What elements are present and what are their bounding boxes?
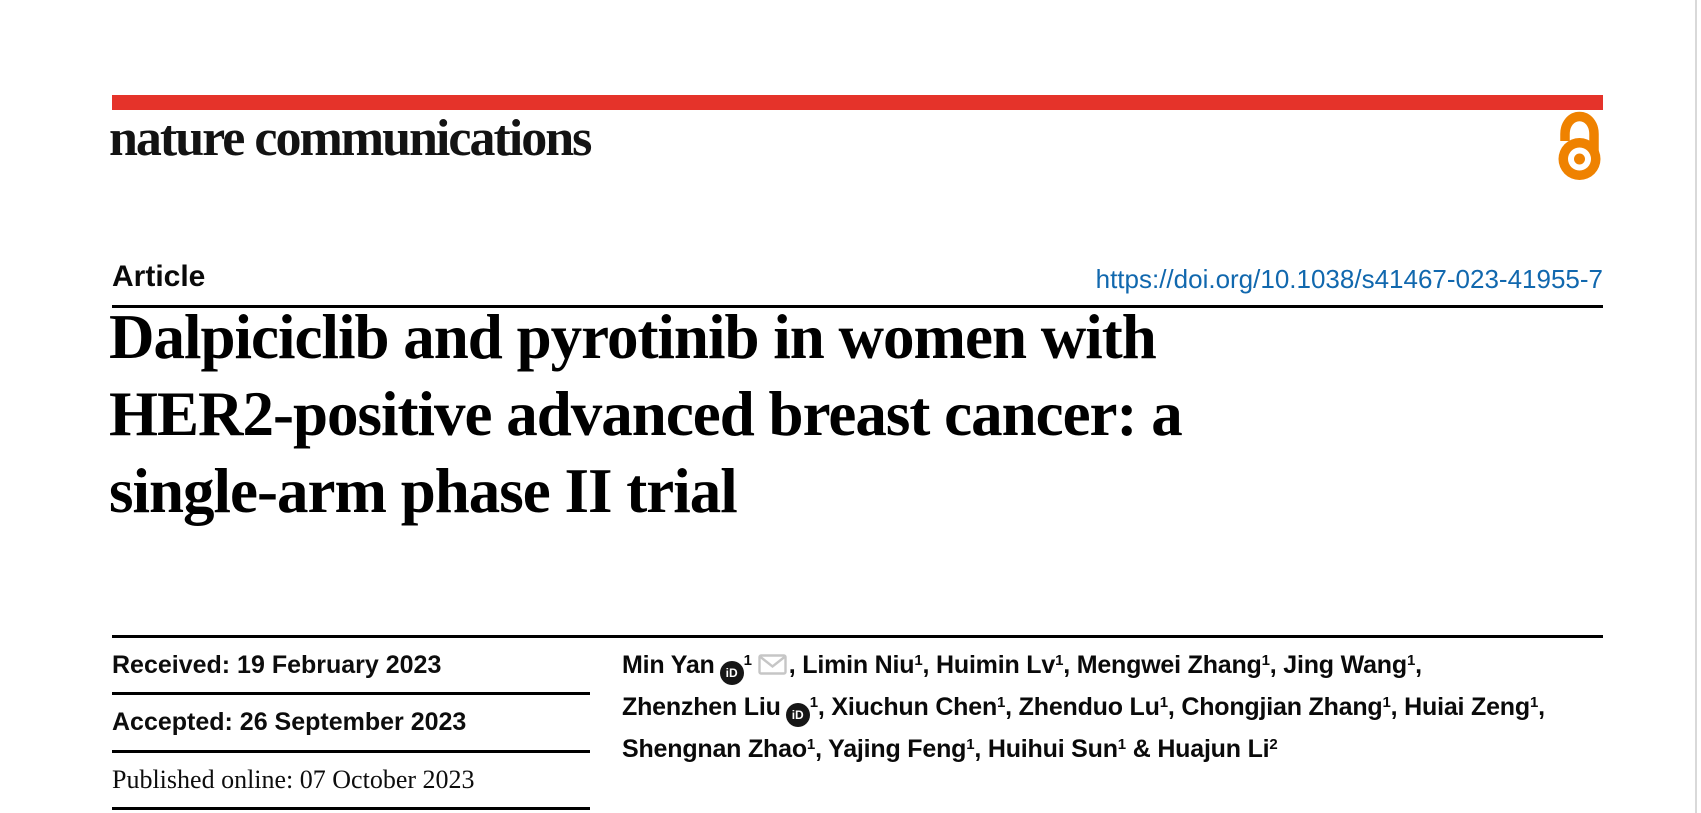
date-row: Accepted: 26 September 2023 (112, 695, 590, 753)
author-name: Zhenzhen Liu (622, 693, 781, 721)
author-name: Mengwei Zhang (1076, 651, 1262, 679)
author-name: Shengnan Zhao (622, 735, 807, 763)
author-line: Min Yan iD1, Limin Niu1, Huimin Lv1, Meng… (622, 646, 1622, 688)
author-name: Limin Niu (802, 651, 915, 679)
author-affiliation-sup: 1 (1382, 693, 1391, 711)
page-edge-line (1695, 0, 1697, 813)
author-name: Huihui Sun (987, 735, 1118, 763)
author-affiliation-sup: 1 (1529, 693, 1539, 711)
author-list: Min Yan iD1, Limin Niu1, Huimin Lv1, Meng… (622, 646, 1622, 772)
doi-link[interactable]: https://doi.org/10.1038/s41467-023-41955… (1095, 264, 1603, 294)
article-type-label: Article (112, 260, 206, 293)
doi-row: https://doi.org/10.1038/s41467-023-41955… (112, 264, 1603, 294)
author-name: Zhenduo Lu (1018, 693, 1160, 721)
email-icon (758, 648, 787, 686)
journal-wordmark: nature communications (109, 110, 592, 167)
date-row: Received: 19 February 2023 (112, 638, 590, 696)
author-separator: , (1063, 651, 1077, 679)
author-separator: , (1415, 651, 1422, 679)
author-separator: , (1005, 693, 1019, 721)
author-name: Huajun Li (1157, 735, 1270, 763)
title-line-2: HER2-positive advanced breast cancer: a (109, 379, 1183, 449)
author-affiliation-sup: 1 (997, 693, 1006, 711)
author-separator: & (1125, 735, 1158, 763)
author-name: Huiai Zeng (1404, 693, 1530, 721)
author-separator: , (1167, 693, 1182, 721)
author-name: Yajing Feng (828, 735, 967, 763)
author-affiliation-sup: 1 (1117, 735, 1126, 753)
open-access-icon (1558, 111, 1601, 180)
author-affiliation-sup: 1 (743, 651, 752, 669)
author-name: Chongjian Zhang (1181, 693, 1383, 721)
author-separator: , (817, 693, 832, 721)
date-row: Published online: 07 October 2023 (112, 753, 590, 810)
author-separator: , (788, 651, 803, 679)
author-separator: , (815, 735, 829, 763)
author-affiliation-sup: 1 (806, 735, 816, 753)
title-line-3: single-arm phase II trial (109, 456, 738, 526)
title-line-1: Dalpiciclib and pyrotinib in women with (109, 302, 1157, 372)
dates-panel: Received: 19 February 2023 Accepted: 26 S… (112, 638, 590, 810)
author-affiliation-sup: 1 (1261, 651, 1270, 669)
orcid-icon: iD (785, 703, 810, 727)
author-name: Min Yan (622, 651, 715, 679)
author-separator: , (922, 651, 937, 679)
author-separator: , (1390, 693, 1405, 721)
masthead-red-bar (112, 95, 1603, 110)
author-affiliation-sup: 1 (1406, 651, 1416, 669)
author-name: Huimin Lv (936, 651, 1056, 679)
author-affiliation-sup: 1 (966, 735, 975, 753)
orcid-icon: iD (719, 661, 744, 685)
author-line: Zhenzhen Liu iD1, Xiuchun Chen1, Zhenduo … (622, 688, 1622, 730)
author-separator: , (1269, 651, 1284, 679)
metadata-top-rule (112, 635, 1603, 638)
author-affiliation-sup: 2 (1269, 735, 1278, 753)
article-title: Dalpiciclib and pyrotinib in women with H… (109, 299, 1609, 530)
author-affiliation-sup: 1 (1159, 693, 1168, 711)
header-divider-rule (112, 305, 1603, 308)
author-affiliation-sup: 1 (1055, 651, 1064, 669)
author-affiliation-sup: 1 (809, 693, 818, 711)
author-separator: , (1538, 693, 1545, 721)
author-name: Jing Wang (1283, 651, 1407, 679)
author-separator: , (974, 735, 988, 763)
author-name: Xiuchun Chen (831, 693, 998, 721)
author-affiliation-sup: 1 (914, 651, 923, 669)
author-line: Shengnan Zhao1, Yajing Feng1, Huihui Sun… (622, 730, 1622, 772)
